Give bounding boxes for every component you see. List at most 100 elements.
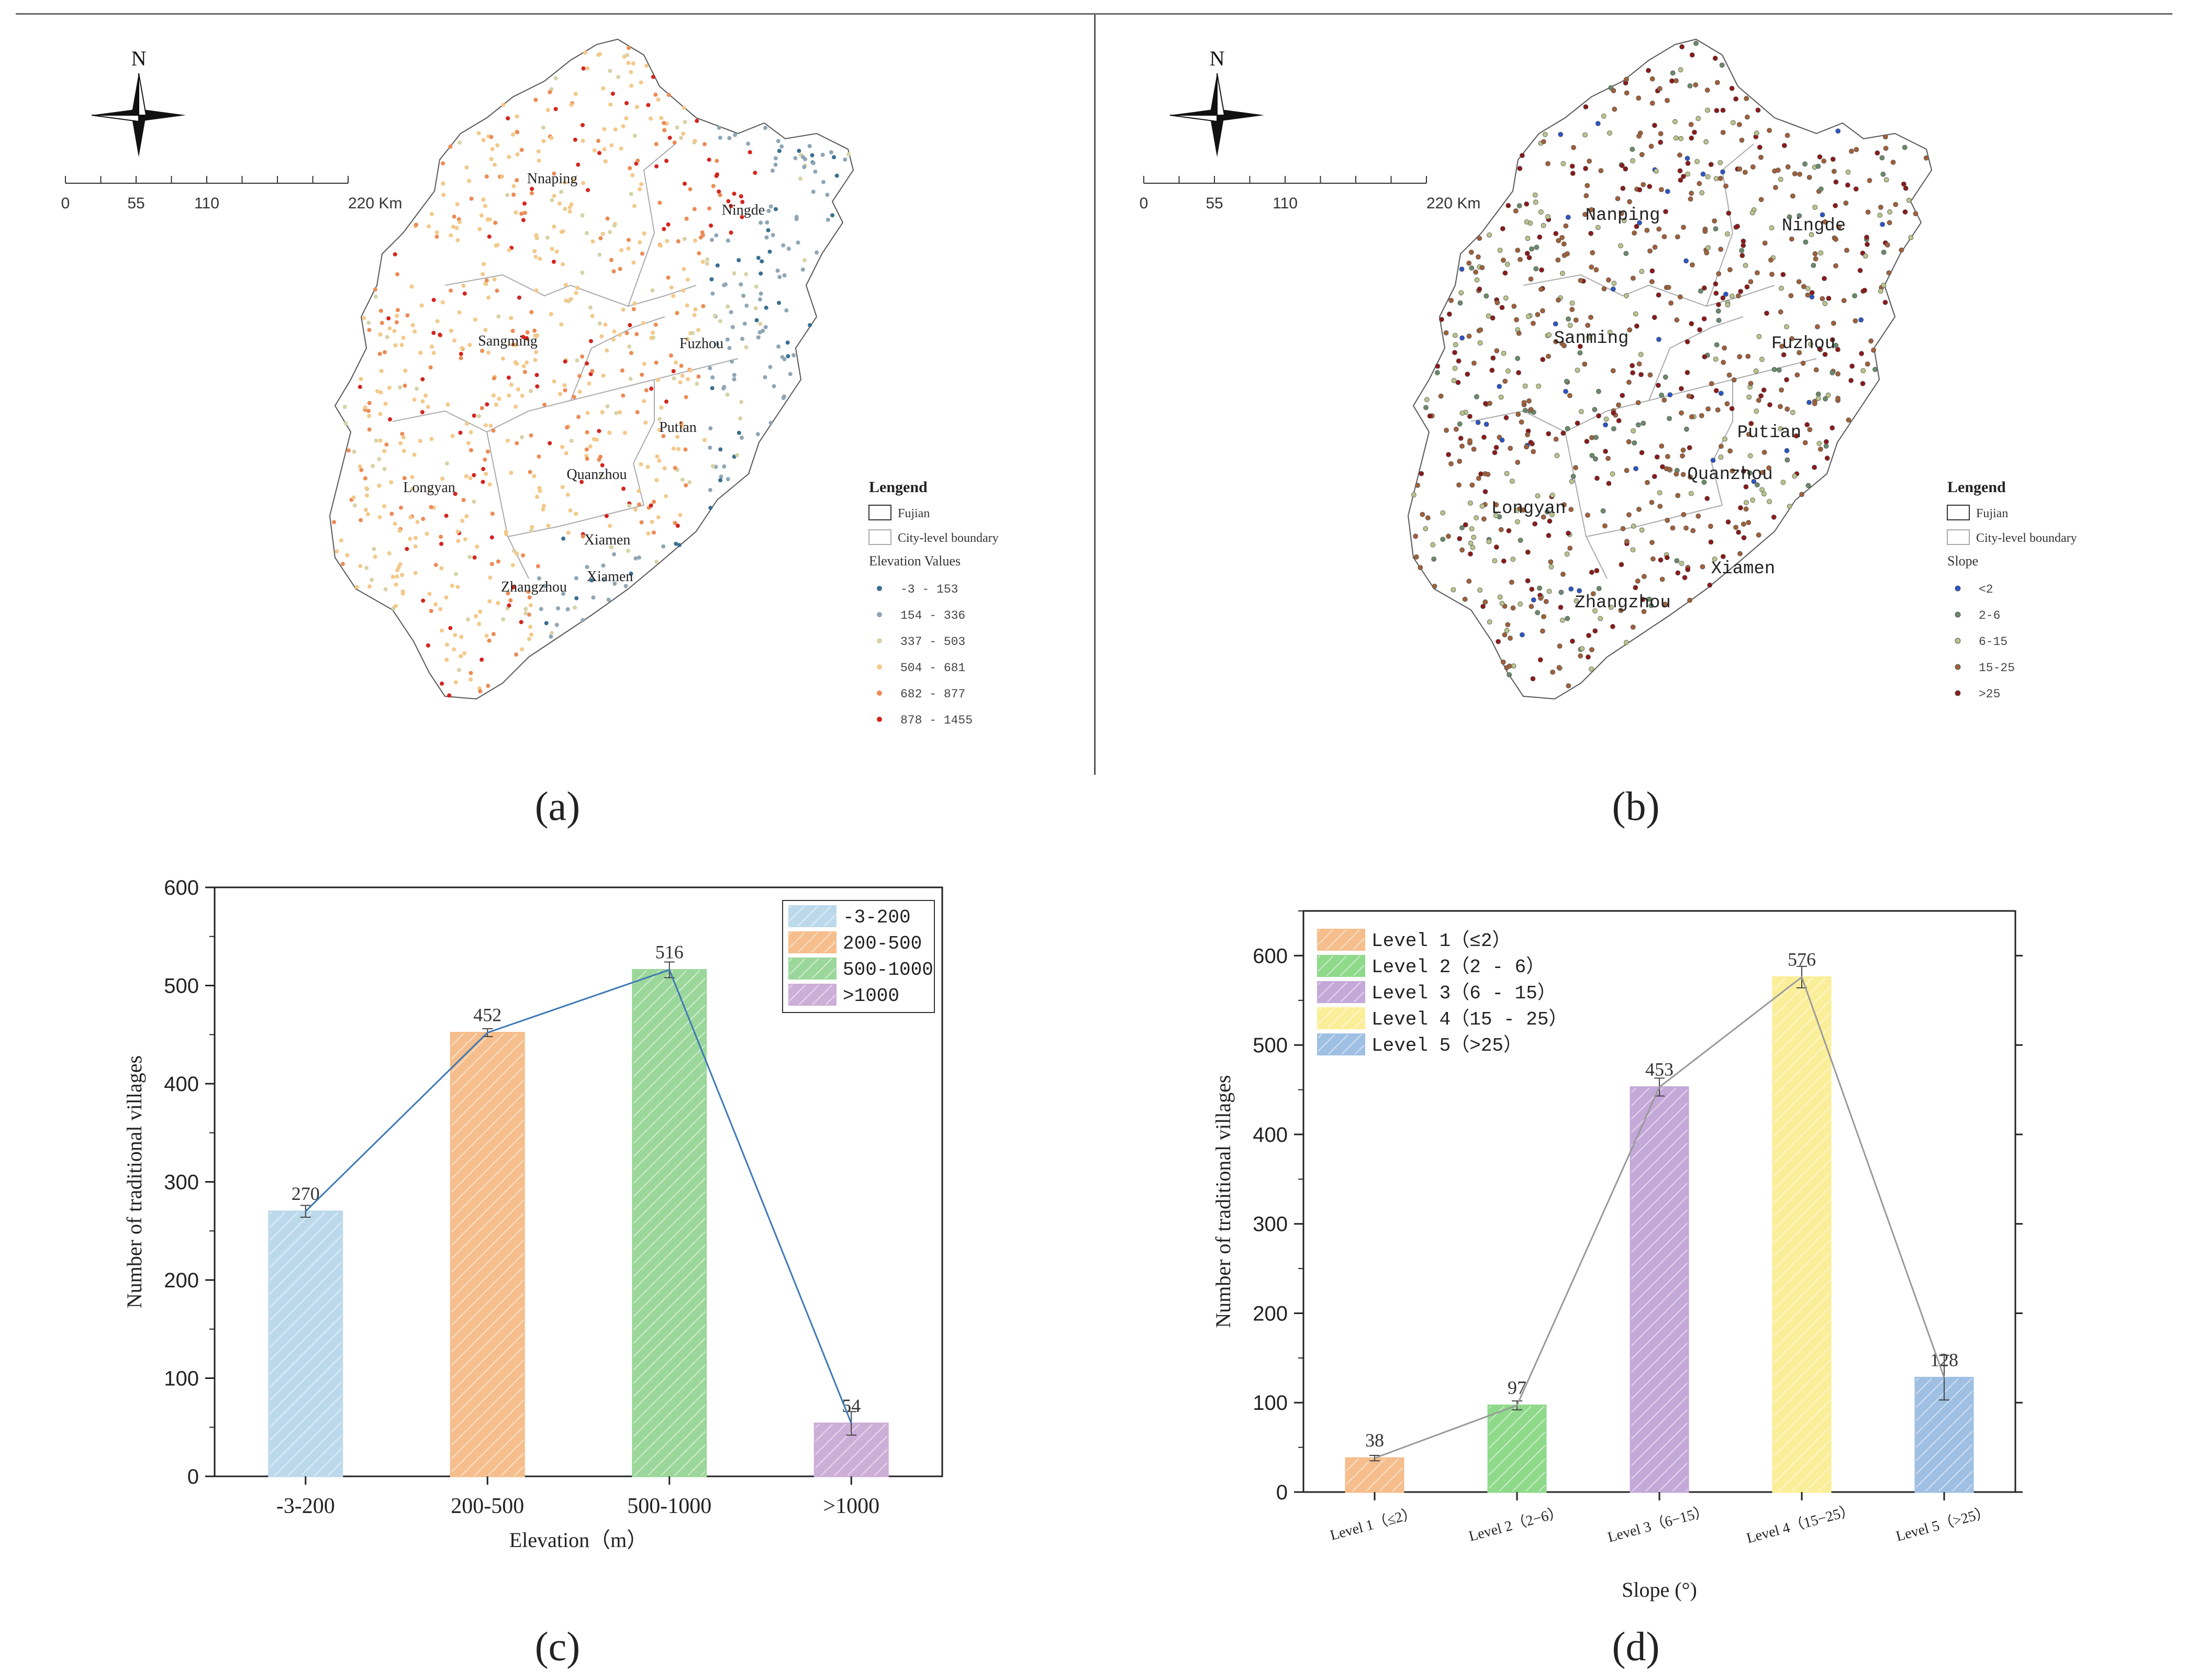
village-point: [496, 559, 500, 564]
village-point: [421, 517, 426, 521]
village-point: [1704, 496, 1710, 502]
village-point: [420, 410, 425, 415]
village-point: [579, 480, 584, 484]
village-point: [680, 373, 685, 378]
village-point: [514, 652, 518, 657]
scale-label: 220 Km: [1426, 195, 1480, 212]
village-point: [632, 301, 637, 306]
village-point: [1507, 663, 1512, 669]
village-point: [1541, 514, 1546, 520]
village-point: [1593, 456, 1598, 462]
village-point: [673, 465, 677, 470]
village-point: [449, 328, 453, 333]
fujian-outline: [1407, 38, 1933, 700]
village-point: [753, 306, 758, 310]
village-point: [1540, 357, 1546, 362]
village-point: [1701, 285, 1707, 291]
village-point: [781, 243, 786, 248]
village-point: [448, 144, 453, 149]
village-point: [600, 231, 605, 236]
village-point: [596, 139, 600, 143]
village-point: [1714, 342, 1720, 348]
village-point: [1510, 479, 1515, 484]
village-point: [1708, 524, 1713, 529]
village-point: [1704, 250, 1710, 255]
village-point: [1678, 177, 1683, 183]
village-point: [693, 307, 698, 311]
village-point: [1526, 314, 1531, 319]
village-point: [1626, 380, 1632, 385]
village-point: [793, 156, 798, 161]
city-label: Putian: [659, 419, 697, 436]
village-point: [1565, 251, 1570, 257]
village-point: [631, 61, 635, 66]
village-point: [591, 595, 596, 600]
village-point: [1635, 400, 1641, 405]
village-point: [1524, 219, 1530, 225]
map-panel-elevation: Nnaping Ningde Sangming Fuzhou Putian Longyan…: [16, 13, 1094, 775]
village-point: [775, 269, 780, 273]
village-point: [1718, 247, 1724, 252]
village-point: [597, 252, 602, 257]
village-point: [1715, 407, 1721, 413]
village-point: [520, 647, 524, 652]
village-point: [1865, 209, 1871, 215]
village-point: [1661, 397, 1667, 403]
village-point: [715, 263, 720, 268]
village-point: [510, 329, 515, 333]
village-point: [634, 105, 639, 109]
x-tick-label: Level 2（2−6）: [1467, 1504, 1565, 1545]
village-point: [1745, 353, 1751, 359]
village-point: [1644, 227, 1650, 233]
village-point: [1788, 293, 1794, 298]
village-point: [494, 403, 498, 407]
village-point: [1778, 309, 1783, 315]
village-point: [1755, 270, 1760, 276]
village-point: [1553, 437, 1559, 442]
village-point: [1515, 519, 1520, 525]
village-point: [382, 466, 387, 471]
village-point: [400, 573, 404, 577]
village-point: [561, 592, 565, 596]
village-point: [537, 454, 541, 459]
village-point: [364, 508, 368, 512]
village-point: [1741, 535, 1747, 541]
village-point: [1766, 465, 1772, 471]
village-point: [1632, 440, 1637, 446]
village-point: [383, 587, 388, 592]
village-point: [1638, 372, 1644, 377]
village-point: [659, 243, 663, 248]
village-point: [1588, 230, 1593, 236]
village-point: [681, 131, 686, 136]
village-point: [774, 207, 778, 212]
village-point: [1809, 290, 1815, 295]
village-point: [414, 222, 418, 227]
village-point: [1649, 540, 1655, 546]
data-label: 516: [655, 942, 684, 963]
village-point: [600, 410, 605, 415]
village-point: [383, 350, 387, 354]
village-point: [631, 260, 636, 265]
village-point: [1719, 391, 1724, 396]
village-point: [1761, 387, 1767, 393]
village-point: [603, 322, 608, 327]
village-point: [489, 157, 494, 161]
village-point: [1623, 251, 1629, 257]
village-point: [507, 393, 511, 398]
trend-line: [305, 969, 852, 1424]
village-point: [486, 449, 490, 454]
village-point: [1542, 131, 1548, 137]
village-point: [1743, 506, 1749, 512]
village-point: [1769, 272, 1775, 277]
village-point: [1824, 455, 1830, 461]
village-point: [1607, 329, 1613, 335]
village-point: [1639, 152, 1645, 158]
village-point: [1845, 182, 1850, 188]
village-point: [541, 139, 546, 143]
village-point: [631, 307, 636, 311]
village-point: [1761, 450, 1767, 455]
village-point: [642, 231, 646, 236]
village-point: [1465, 371, 1470, 377]
village-point: [1497, 248, 1503, 253]
village-point: [811, 161, 816, 165]
